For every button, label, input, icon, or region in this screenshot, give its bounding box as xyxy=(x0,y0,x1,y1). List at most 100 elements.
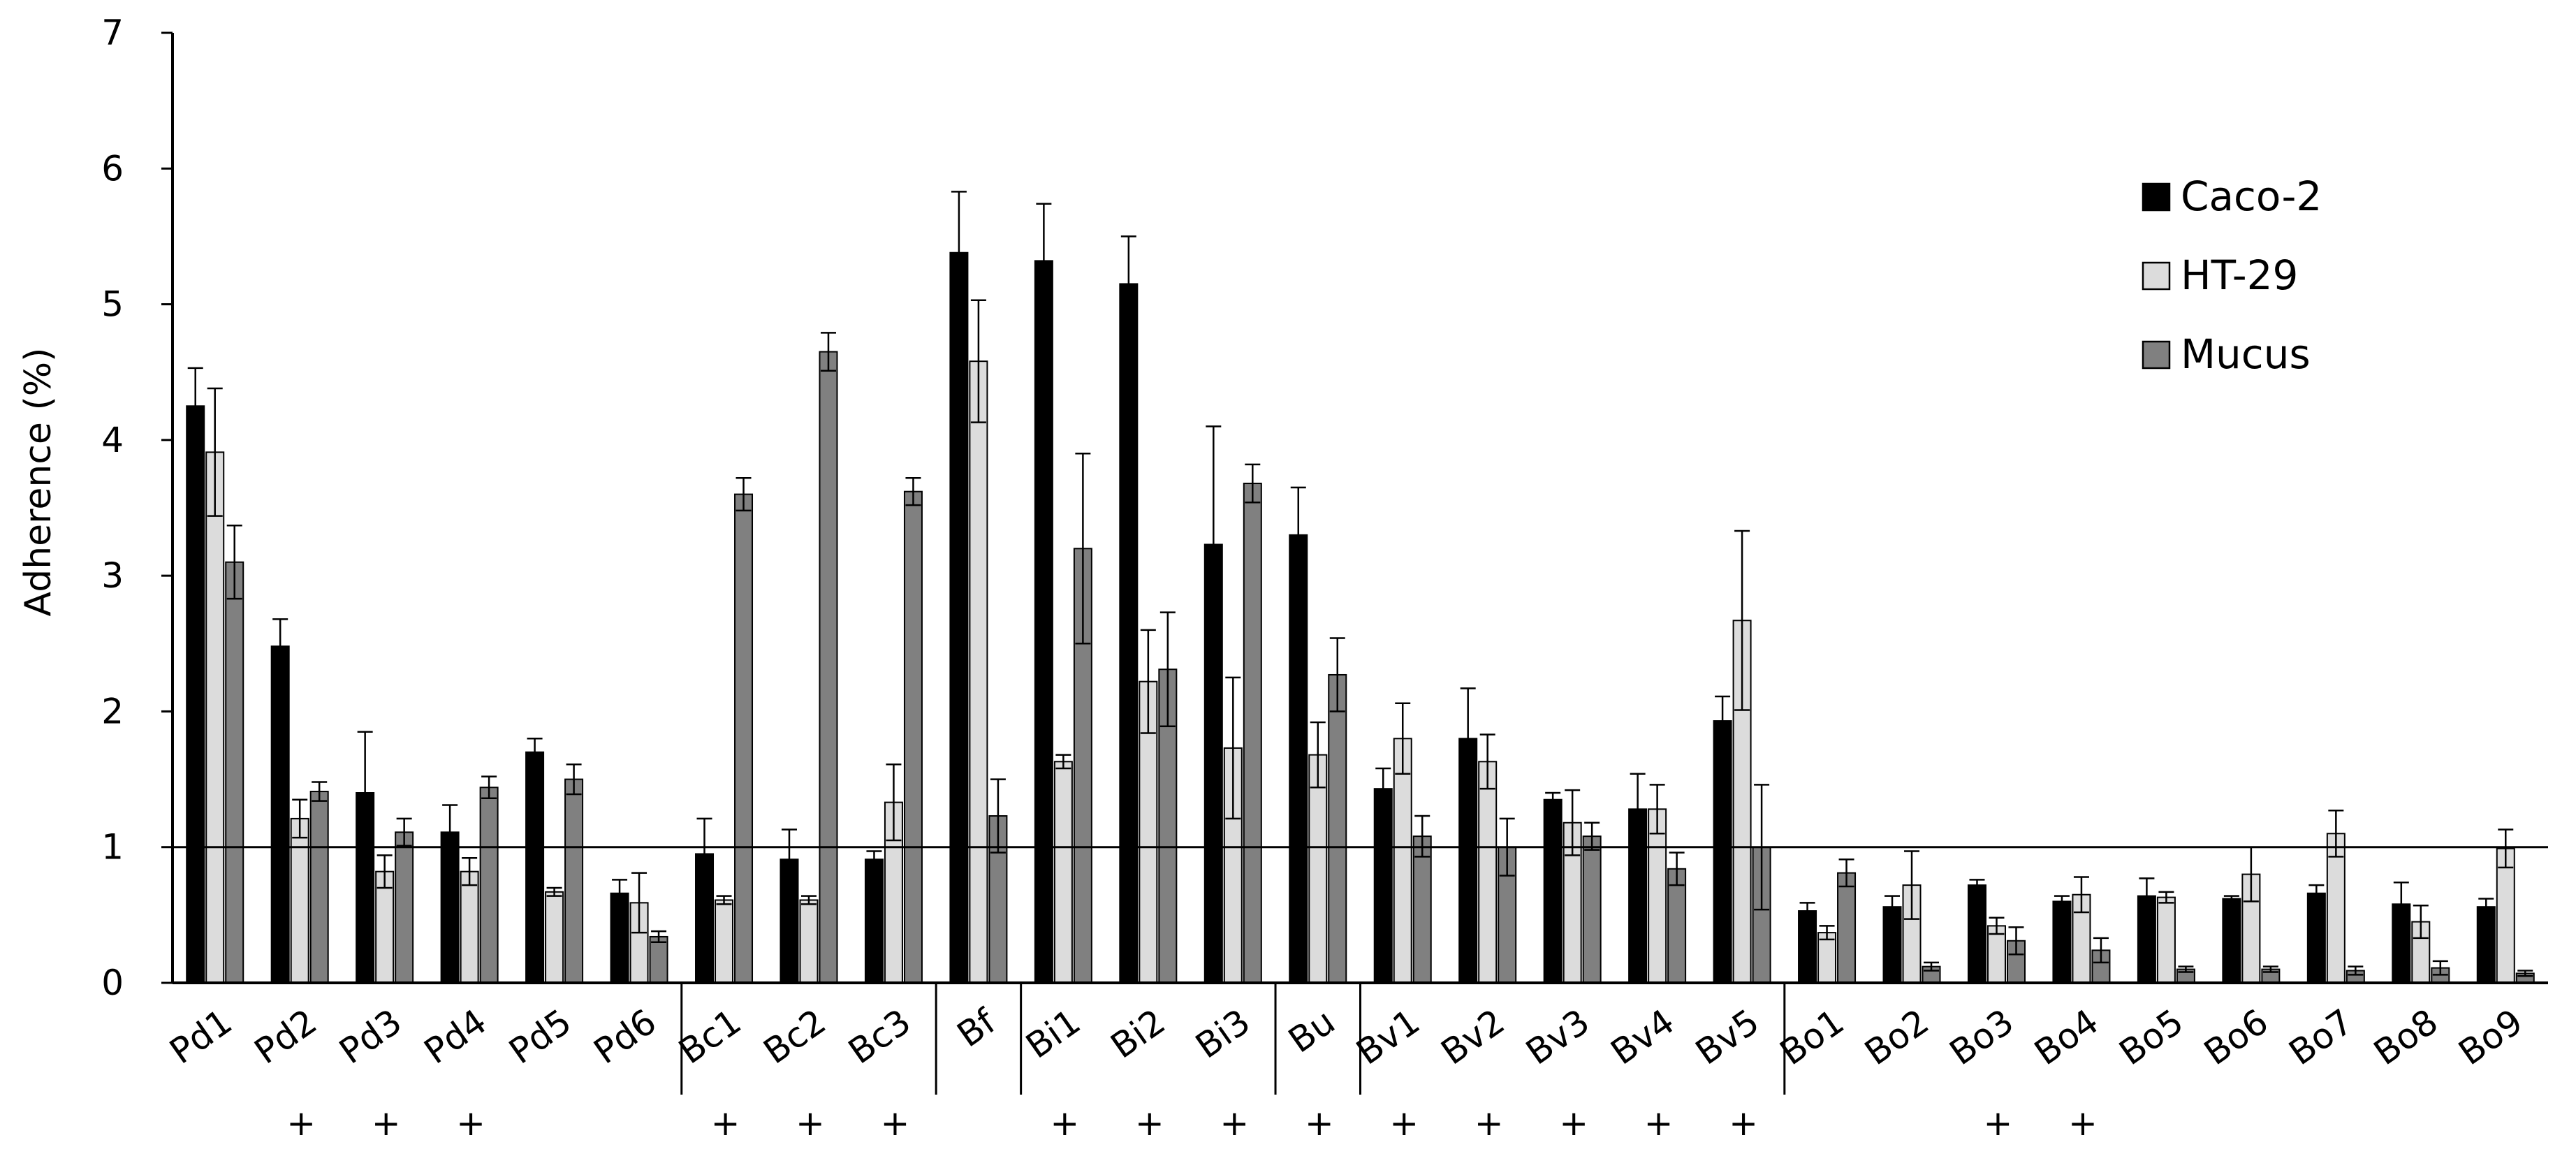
marker-label: + xyxy=(711,1103,740,1144)
bar-mucus xyxy=(1667,868,1687,984)
x-tick-label: Pd3 xyxy=(332,1001,409,1072)
x-tick-label: Pd4 xyxy=(417,1001,494,1072)
x-tick-labels: Pd1 Pd2 + Pd3 + Pd4 + Pd5 Pd6 Bc1 + Bc2 + Bc3 + Bf Bi1 + B… xyxy=(163,1001,2531,1144)
bar-ht-29 xyxy=(715,899,734,984)
x-tick-label: Bo7 xyxy=(2282,1001,2360,1073)
bar-caco-2 xyxy=(2222,898,2241,984)
bar-caco-2 xyxy=(1882,906,1902,984)
x-tick-label: Bv4 xyxy=(1604,1001,1682,1072)
x-tick-label: Bo5 xyxy=(2112,1001,2190,1073)
bar-mucus xyxy=(1582,835,1602,984)
x-tick-label: Pd6 xyxy=(587,1001,664,1072)
bar-mucus xyxy=(395,831,414,984)
bar-ht-29 xyxy=(1053,761,1073,984)
x-tick-label: Bo6 xyxy=(2197,1001,2275,1073)
x-tick-label: Bo4 xyxy=(2027,1001,2105,1073)
x-tick-label: Bc1 xyxy=(671,1001,748,1072)
x-tick-label: Pd5 xyxy=(502,1001,578,1072)
x-tick-label: Bv2 xyxy=(1434,1001,1512,1072)
bar-caco-2 xyxy=(186,405,205,984)
y-tick-label: 5 xyxy=(101,284,124,325)
marker-label: + xyxy=(286,1103,316,1144)
bar-ht-29 xyxy=(545,891,564,984)
x-tick-label: Bo2 xyxy=(1857,1001,1935,1073)
bar-caco-2 xyxy=(1713,720,1732,984)
x-tick-label: Bi1 xyxy=(1018,1001,1088,1066)
legend-label: Caco-2 xyxy=(2181,173,2322,220)
bar-mucus xyxy=(1837,872,1857,984)
bar-mucus xyxy=(564,778,584,984)
marker-label: + xyxy=(1220,1103,1249,1144)
bar-ht-29 xyxy=(460,870,479,984)
x-tick-label: Bc2 xyxy=(756,1001,833,1072)
error-bars xyxy=(187,191,2533,977)
bar-ht-29 xyxy=(1478,761,1498,984)
x-tick-label: Pd2 xyxy=(247,1001,324,1072)
marker-label: + xyxy=(1135,1103,1164,1144)
bar-caco-2 xyxy=(1034,260,1053,984)
bar-ht-29 xyxy=(1648,808,1667,984)
x-tick-label: Bc3 xyxy=(841,1001,918,1072)
bar-caco-2 xyxy=(525,751,545,984)
bar-mucus xyxy=(1328,673,1347,984)
bar-ht-29 xyxy=(1393,738,1412,984)
marker-label: + xyxy=(372,1103,401,1144)
marker-label: + xyxy=(880,1103,909,1144)
bar-caco-2 xyxy=(1967,884,1986,984)
bar-caco-2 xyxy=(2052,900,2072,984)
marker-label: + xyxy=(1305,1103,1334,1144)
bar-mucus xyxy=(819,351,838,984)
x-tick-label: Bv5 xyxy=(1688,1001,1766,1072)
bar-caco-2 xyxy=(949,251,969,984)
x-tick-label: Bv3 xyxy=(1518,1001,1597,1072)
legend-label: Mucus xyxy=(2181,330,2311,378)
bar-mucus xyxy=(903,490,923,984)
legend-swatch xyxy=(2142,182,2171,212)
bar-ht-29 xyxy=(205,451,225,984)
bar-mucus xyxy=(649,935,668,984)
x-tick-label: Bi2 xyxy=(1104,1001,1173,1066)
x-tick-label: Bo9 xyxy=(2452,1001,2530,1073)
marker-label: + xyxy=(1559,1103,1588,1144)
axes xyxy=(171,33,2548,1095)
y-tick-label: 1 xyxy=(101,827,124,868)
marker-label: + xyxy=(1050,1103,1079,1144)
bar-mucus xyxy=(1412,835,1432,984)
bar-ht-29 xyxy=(799,899,819,984)
marker-label: + xyxy=(456,1103,485,1144)
x-tick-label: Pd1 xyxy=(163,1001,240,1072)
x-tick-label: Bf xyxy=(950,1001,1004,1056)
bar-ht-29 xyxy=(290,817,309,984)
bar-caco-2 xyxy=(1289,534,1308,984)
y-tick-label: 7 xyxy=(101,13,124,53)
bar-mucus xyxy=(309,791,329,984)
bar-ht-29 xyxy=(2326,833,2346,984)
y-axis-title: Adherence (%) xyxy=(17,348,59,617)
y-axis-ticks: 0 1 2 3 4 5 6 7 xyxy=(101,13,173,1003)
bar-caco-2 xyxy=(1373,788,1393,984)
y-tick-label: 6 xyxy=(101,148,124,189)
bar-caco-2 xyxy=(270,645,290,984)
bar-mucus xyxy=(1243,483,1262,984)
bar-caco-2 xyxy=(2306,892,2326,984)
bar-mucus xyxy=(479,787,499,984)
bar-ht-29 xyxy=(2496,847,2515,984)
bar-ht-29 xyxy=(2156,896,2176,984)
bar-caco-2 xyxy=(864,859,884,984)
marker-label: + xyxy=(1984,1103,2013,1144)
marker-label: + xyxy=(796,1103,825,1144)
legend-swatch xyxy=(2142,261,2171,291)
marker-label: + xyxy=(2068,1103,2098,1144)
marker-label: + xyxy=(1729,1103,1758,1144)
bar-caco-2 xyxy=(1798,910,1817,984)
bar-ht-29 xyxy=(969,360,988,984)
marker-label: + xyxy=(1644,1103,1674,1144)
bar-ht-29 xyxy=(1308,754,1328,984)
legend: Caco-2 HT-29 Mucus xyxy=(2142,173,2322,378)
bar-caco-2 xyxy=(1119,283,1139,984)
marker-label: + xyxy=(1389,1103,1419,1144)
x-tick-label: Bo8 xyxy=(2366,1001,2445,1073)
legend-swatch xyxy=(2142,340,2171,370)
x-tick-label: Bi3 xyxy=(1188,1001,1257,1066)
